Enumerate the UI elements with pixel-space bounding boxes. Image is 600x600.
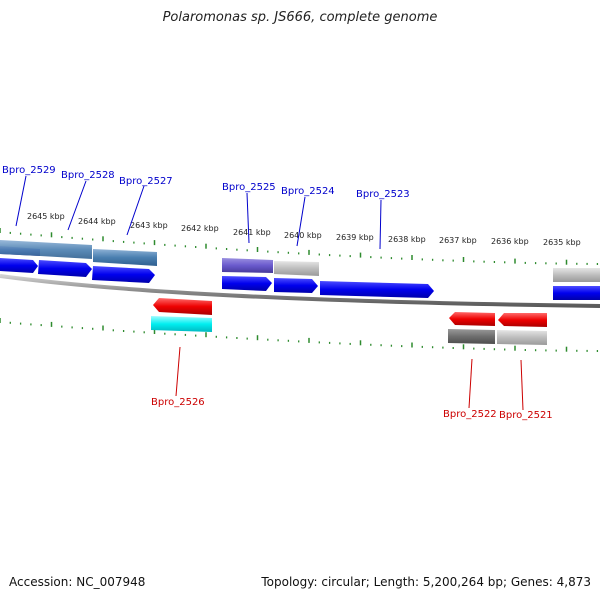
- cog-block-dark-grey[interactable]: [448, 329, 495, 344]
- gene-arrow-partial[interactable]: [553, 286, 600, 300]
- gene-label-bpro-2524[interactable]: Bpro_2524: [281, 186, 335, 197]
- gene-arrow-bpro-2521[interactable]: [498, 313, 547, 327]
- gene-arrow-bpro-2527[interactable]: [92, 266, 155, 283]
- tick-label: 2640 kbp: [284, 231, 322, 240]
- cog-block-purple[interactable]: [222, 258, 273, 273]
- label-leader: [67, 180, 87, 231]
- cog-block-grey[interactable]: [553, 268, 600, 282]
- gene-arrow-bpro-2529[interactable]: [0, 258, 38, 273]
- gene-label-bpro-2521[interactable]: Bpro_2521: [499, 410, 553, 421]
- tick-label: 2643 kbp: [130, 221, 168, 230]
- gene-arrow-bpro-2523[interactable]: [320, 281, 434, 298]
- gene-arrow-bpro-2524[interactable]: [274, 278, 318, 293]
- outer-tick-track: [0, 228, 599, 265]
- gene-label-bpro-2523[interactable]: Bpro_2523: [356, 189, 410, 200]
- label-leader: [296, 196, 306, 247]
- gene-label-bpro-2528[interactable]: Bpro_2528: [61, 170, 115, 181]
- gene-arrow-bpro-2522[interactable]: [449, 312, 495, 326]
- gene-label-bpro-2526[interactable]: Bpro_2526: [151, 397, 205, 408]
- label-leader: [175, 346, 181, 397]
- label-leader: [520, 359, 524, 411]
- gene-arrow-bpro-2525[interactable]: [222, 276, 272, 291]
- gene-arrow-bpro-2526[interactable]: [153, 298, 212, 315]
- tick-label: 2644 kbp: [78, 217, 116, 226]
- gene-label-bpro-2529[interactable]: Bpro_2529: [2, 165, 56, 176]
- gene-arrow-bpro-2528[interactable]: [38, 260, 92, 277]
- tick-label: 2642 kbp: [181, 224, 219, 233]
- cog-block-steel[interactable]: [93, 249, 157, 266]
- tick-label: 2641 kbp: [233, 228, 271, 237]
- cog-block-grey[interactable]: [497, 330, 547, 345]
- tick-label: 2635 kbp: [543, 238, 581, 247]
- map-title: Polaromonas sp. JS666, complete genome: [162, 10, 438, 25]
- accession-text: Accession: NC_007948: [9, 575, 146, 589]
- tick-label: 2645 kbp: [27, 212, 65, 221]
- tick-label: 2638 kbp: [388, 235, 426, 244]
- tick-label: 2636 kbp: [491, 237, 529, 246]
- tick-label: 2639 kbp: [336, 233, 374, 242]
- gene-label-bpro-2525[interactable]: Bpro_2525: [222, 182, 276, 193]
- tick-label: 2637 kbp: [439, 236, 477, 245]
- label-leader: [379, 199, 382, 250]
- label-leader: [126, 185, 145, 236]
- label-leader: [246, 192, 250, 244]
- gene-label-bpro-2522[interactable]: Bpro_2522: [443, 409, 497, 420]
- label-leader: [468, 358, 473, 409]
- gene-label-bpro-2527[interactable]: Bpro_2527: [119, 176, 173, 187]
- genome-summary-text: Topology: circular; Length: 5,200,264 bp…: [261, 575, 591, 589]
- label-leader: [15, 175, 27, 227]
- inner-tick-track: [0, 318, 599, 352]
- cog-block-steel[interactable]: [0, 240, 92, 259]
- genome-backbone: [0, 274, 600, 308]
- cog-block-cyan[interactable]: [151, 316, 212, 332]
- cog-block-grey[interactable]: [274, 261, 319, 276]
